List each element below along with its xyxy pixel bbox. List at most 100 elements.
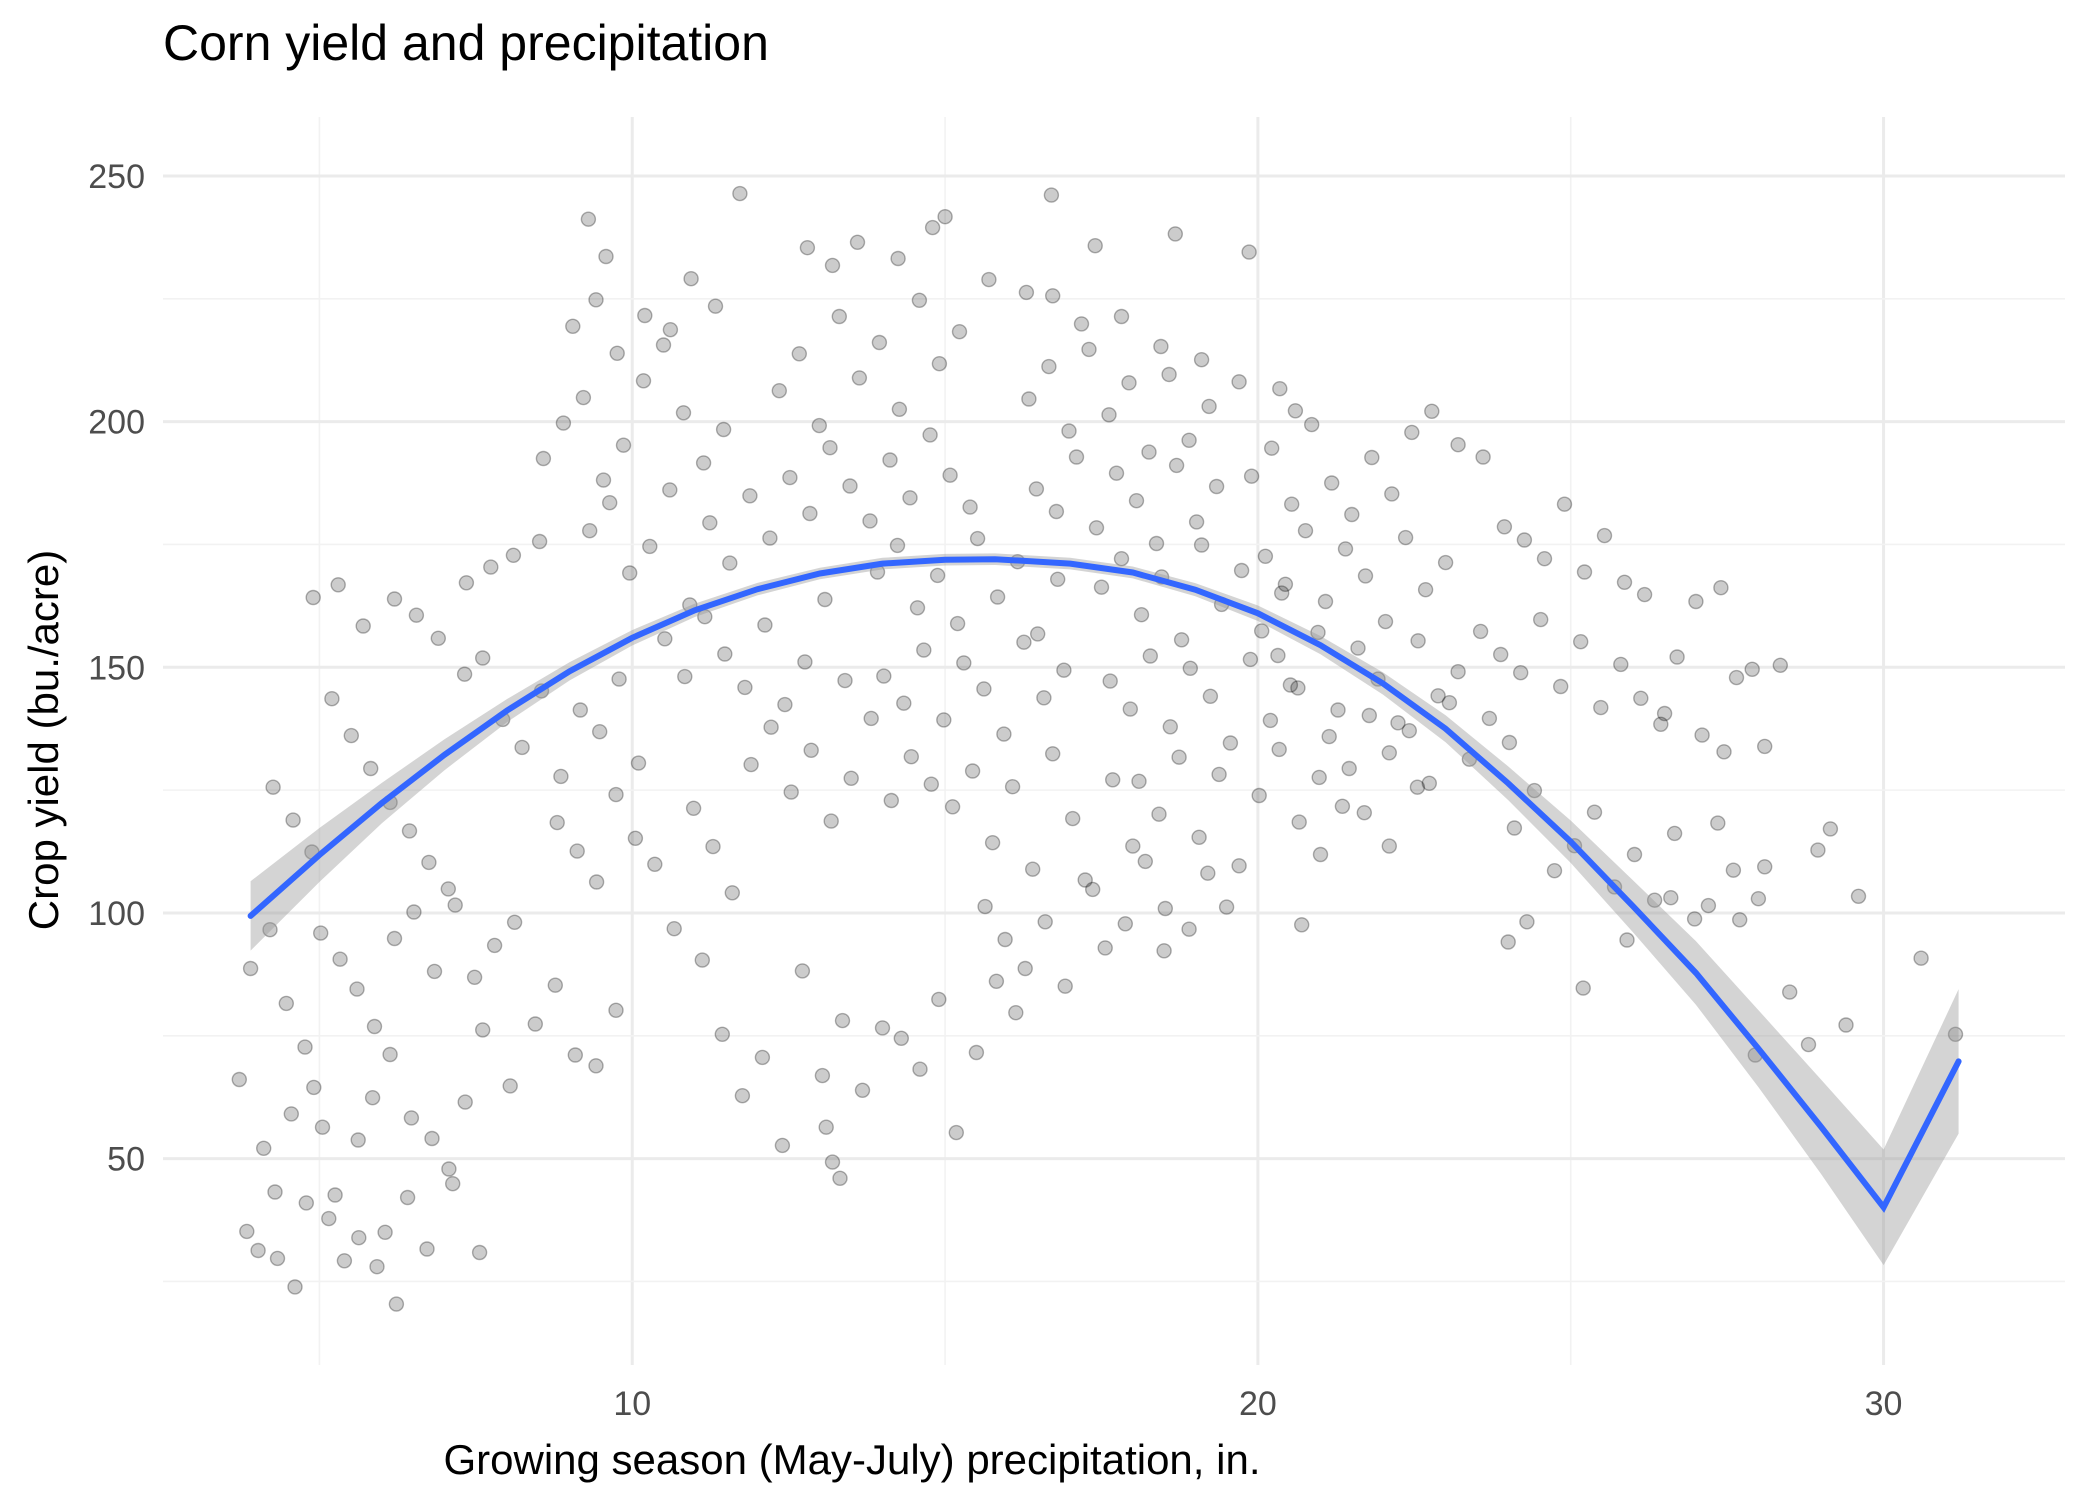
data-point [1688,593,1704,610]
data-point [1041,358,1057,375]
data-point [1088,520,1105,536]
data-point [1211,766,1227,783]
data-point [1287,403,1304,419]
data-point [944,799,961,815]
data-point [1036,690,1052,706]
data-point [969,530,986,547]
data-point [505,547,522,563]
data-point [1122,701,1139,717]
data-point [1430,688,1446,704]
data-point [287,1279,303,1295]
data-point [1694,727,1710,743]
data-point [256,1140,272,1157]
data-point [592,724,608,740]
data-point [996,726,1012,742]
data-point [1173,632,1190,648]
data-point [1133,607,1150,623]
data-point [1472,623,1489,640]
data-point [876,668,892,684]
data-point [366,1018,383,1035]
data-point [843,770,859,786]
data-point [306,1079,322,1096]
data-point [1101,407,1117,423]
data-point [1108,465,1125,481]
data-point [814,1067,831,1084]
data-point [615,437,632,453]
data-point [483,559,499,575]
data-point [1303,416,1320,433]
data-point [426,963,443,980]
data-point [1008,1005,1024,1021]
data-point [622,565,638,581]
data-point [977,898,993,915]
y-tick-label: 100 [88,895,145,933]
data-point [1421,775,1438,791]
data-point [1293,917,1310,933]
data-point [742,488,758,504]
data-point [707,298,724,314]
data-point [527,1016,543,1032]
data-point [250,1242,266,1259]
data-point [595,472,612,488]
data-point [1263,440,1280,456]
data-point [988,973,1005,989]
data-point [441,1161,457,1177]
data-point [902,490,918,506]
data-point [657,631,673,647]
data-point [1357,568,1374,584]
data-point [777,696,793,713]
data-point [1142,648,1159,664]
x-tick-label: 20 [1239,1385,1277,1423]
data-point [1822,821,1839,837]
data-point [1810,842,1826,858]
data-point [262,922,278,938]
y-axis-title: Crop yield (bu./acre) [20,550,67,930]
data-point [724,885,740,901]
data-point [1384,486,1400,502]
fitted-curve [247,553,1962,1266]
x-tick-label: 10 [613,1385,651,1423]
data-point [951,324,968,340]
data-point [737,679,753,696]
data-point [791,346,807,362]
data-point [1663,890,1679,906]
data-point [388,1296,405,1312]
data-point [1496,519,1513,535]
data-point [1596,527,1613,544]
data-point [1576,564,1593,580]
data-point [1191,829,1207,845]
data-point [811,417,827,434]
data-point [849,234,866,251]
data-point [1102,673,1118,689]
data-point [1361,707,1378,724]
data-point [297,1039,313,1055]
data-point [862,513,878,529]
grid-lines [163,117,2065,1365]
data-point [743,756,759,773]
data-point [1021,391,1037,407]
data-point [1731,912,1748,928]
data-point [997,931,1013,948]
data-point [1838,1017,1854,1033]
data-point [456,666,473,682]
data-point [355,618,371,634]
y-tick-label: 250 [88,158,145,196]
data-point [929,567,946,584]
data-point [799,239,816,256]
data-point [231,1071,248,1088]
data-point [715,421,732,438]
data-point [1231,374,1247,390]
data-point [1713,580,1729,596]
data-point [1077,872,1093,888]
data-point [330,577,346,593]
data-point [834,1012,851,1029]
data-point [1044,288,1061,304]
data-point [1756,738,1773,755]
data-point [924,219,941,236]
data-point [285,812,301,828]
data-point [655,337,672,353]
data-point [1241,244,1257,260]
data-point [1500,934,1516,950]
data-point [1161,366,1177,383]
data-point [1016,634,1032,650]
